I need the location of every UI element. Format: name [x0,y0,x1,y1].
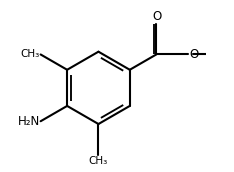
Text: O: O [189,48,199,61]
Text: H₂N: H₂N [18,115,40,128]
Text: CH₃: CH₃ [89,155,108,165]
Text: CH₃: CH₃ [20,49,40,59]
Text: O: O [152,10,161,23]
